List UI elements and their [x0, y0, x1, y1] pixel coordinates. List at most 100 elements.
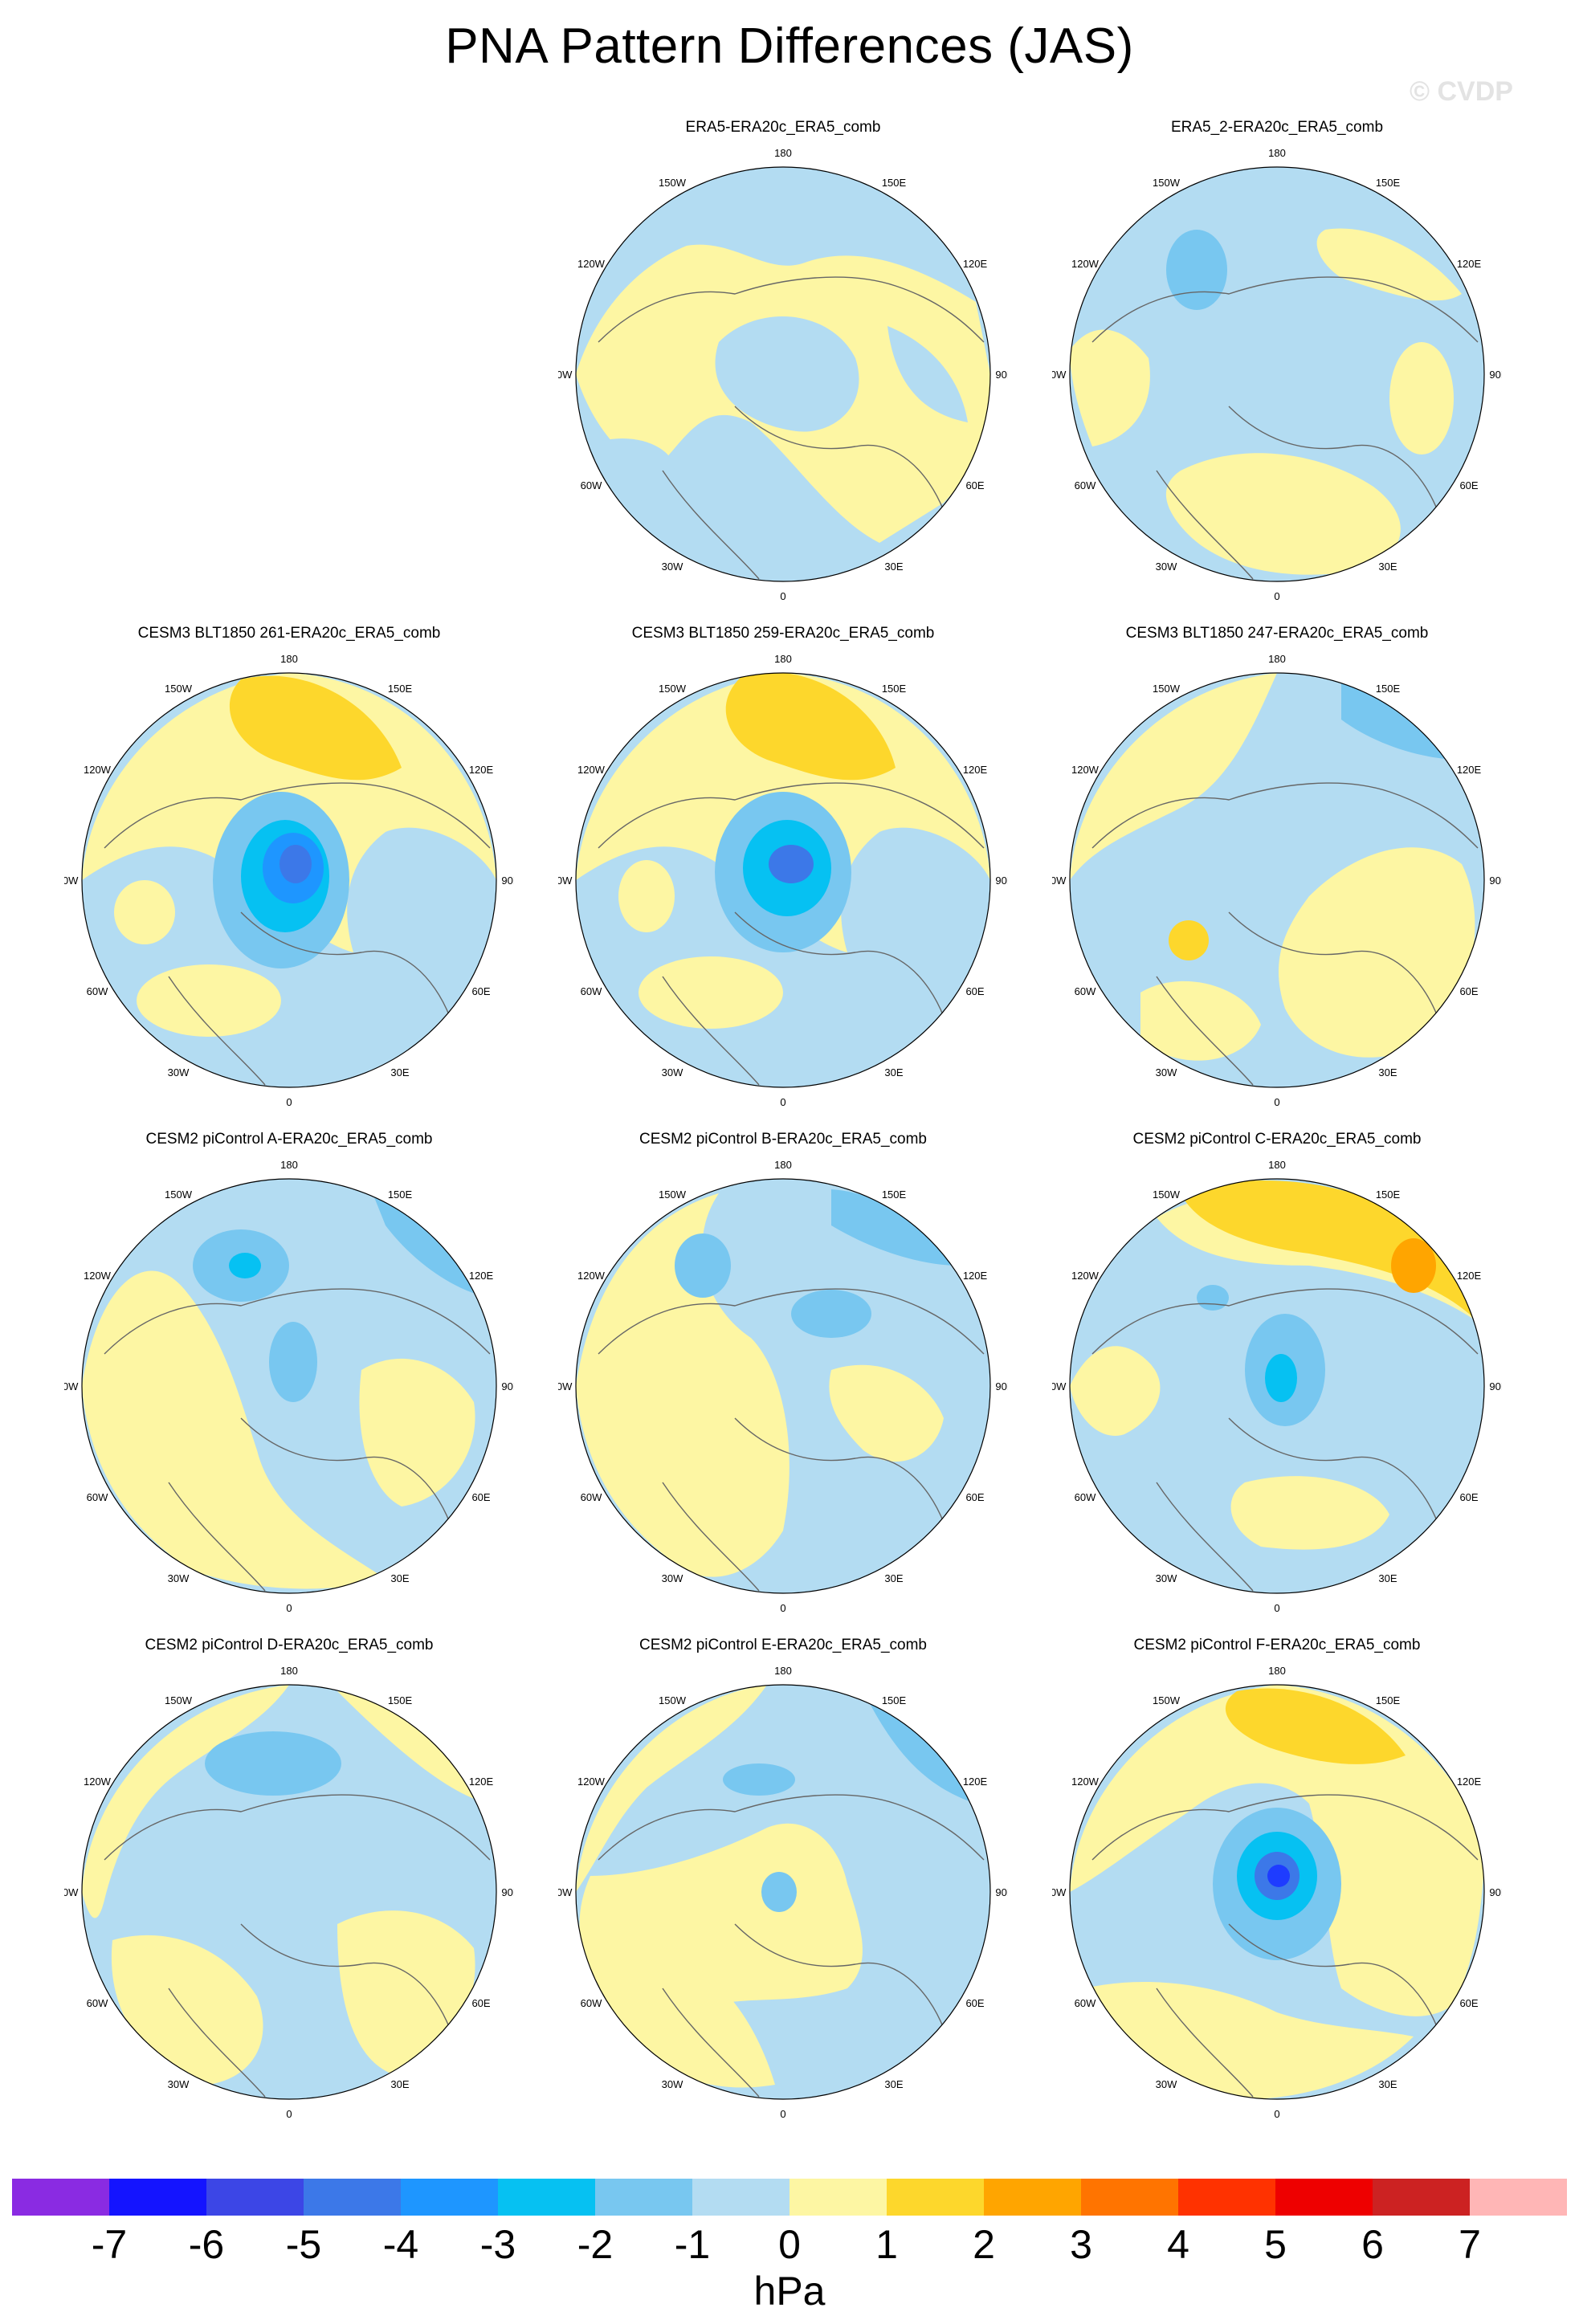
map-border [575, 672, 991, 1088]
longitude-label: 180 [774, 147, 792, 159]
colorbar-swatch [401, 2179, 499, 2216]
longitude-label: 90E [1489, 369, 1502, 381]
longitude-label: 150E [1376, 1694, 1401, 1706]
longitude-label: 30E [884, 561, 903, 573]
colorbar-tick-label: 2 [973, 2222, 995, 2267]
longitude-label: 0 [780, 1096, 785, 1108]
longitude-label: 0 [1274, 1602, 1279, 1614]
contour-fill [369, 1185, 490, 1298]
contour-fill [1070, 673, 1277, 880]
colorbar-swatch [1373, 2179, 1471, 2216]
longitude-label: 30W [168, 2078, 190, 2090]
contour-fill [1316, 228, 1462, 301]
longitude-label: 120W [84, 1776, 112, 1788]
longitude-label: 150W [165, 1694, 193, 1706]
colorbar-swatch [304, 2179, 402, 2216]
longitude-label: 60E [1459, 1997, 1478, 2009]
colorbar-swatch [984, 2179, 1082, 2216]
longitude-label: 30E [1378, 2078, 1397, 2090]
polar-map: 180 150E 120E 90E 60E 30E 0 30W 60W 90W 120W 150W [64, 1159, 514, 1614]
colorbar-tick-label: 1 [875, 2222, 898, 2267]
contour-fill [1278, 847, 1475, 1058]
contour-fill [1230, 1476, 1389, 1550]
map-panel: CESM3 BLT1850 261-ERA20c_ERA5_comb 180 150… [64, 625, 514, 1123]
longitude-label: 30E [390, 1572, 409, 1584]
map-panel: CESM2 piControl B-ERA20c_ERA5_comb 180 150… [558, 1131, 1008, 1629]
longitude-label: 30W [662, 561, 683, 573]
panel-title: CESM2 piControl D-ERA20c_ERA5_comb [145, 1637, 434, 1653]
longitude-label: 150E [388, 683, 413, 695]
longitude-label: 150E [388, 1189, 413, 1201]
longitude-label: 120W [577, 764, 606, 776]
longitude-label: 60E [471, 1491, 490, 1503]
longitude-label: 90E [995, 1886, 1008, 1898]
contour-fill [715, 316, 859, 432]
colorbar-units: hPa [753, 2269, 826, 2314]
map-border [575, 1684, 991, 2100]
longitude-label: 30W [168, 1066, 190, 1078]
polar-map: 180 150E 120E 90E 60E 30E 0 30W 60W 90W 120W 150W [558, 1159, 1008, 1614]
map-panel: CESM2 piControl E-ERA20c_ERA5_comb 180 150… [558, 1637, 1008, 2134]
longitude-label: 120E [1457, 1270, 1482, 1282]
map-border [81, 672, 497, 1088]
contour-fill [576, 438, 675, 503]
colorbar-tick-label: 0 [778, 2222, 801, 2267]
longitude-label: 90W [64, 1886, 79, 1898]
longitude-label: 30E [884, 1572, 903, 1584]
contour-fill [1169, 920, 1209, 960]
longitude-label: 60E [1459, 479, 1478, 491]
panel-title: ERA5_2-ERA20c_ERA5_comb [1170, 119, 1384, 136]
contour-fill [618, 860, 675, 932]
longitude-label: 30E [390, 2078, 409, 2090]
longitude-label: 180 [774, 653, 792, 665]
longitude-label: 30E [884, 2078, 903, 2090]
colorbar-tick-label: 5 [1264, 2222, 1287, 2267]
polar-map: 180 150E 120E 90E 60E 30E 0 30W 60W 90W 120W 150W [558, 653, 1008, 1108]
longitude-label: 60W [1075, 985, 1096, 997]
map-border [81, 1178, 497, 1594]
longitude-label: 150W [165, 1189, 193, 1201]
map-border [575, 166, 991, 582]
contour-fill [1265, 1354, 1297, 1402]
coastlines [598, 782, 985, 1086]
colorbar-swatch [595, 2179, 693, 2216]
coastlines [1091, 1794, 1479, 2098]
longitude-label: 150W [1153, 683, 1181, 695]
longitude-label: 120W [577, 1270, 606, 1282]
longitude-label: 90W [558, 369, 573, 381]
longitude-label: 30W [662, 1066, 683, 1078]
longitude-label: 60W [87, 985, 108, 997]
contour-fill [1165, 453, 1401, 575]
longitude-label: 90E [995, 369, 1008, 381]
longitude-label: 120W [1071, 764, 1100, 776]
longitude-label: 150W [1153, 1694, 1181, 1706]
coastlines [104, 1288, 491, 1592]
longitude-label: 150W [165, 683, 193, 695]
longitude-label: 90W [64, 875, 79, 887]
contour-fill [1070, 1685, 1484, 2016]
figure-title: PNA Pattern Differences (JAS) [445, 18, 1134, 74]
colorbar-swatch [887, 2179, 985, 2216]
map-border [1069, 672, 1485, 1088]
contour-fill [1225, 1688, 1406, 1764]
contour-fill [576, 1193, 790, 1577]
contour-fill [359, 1358, 475, 1507]
contour-fill [82, 1270, 386, 1589]
contour-fill [337, 1691, 490, 1804]
longitude-label: 60W [1075, 479, 1096, 491]
longitude-label: 120E [1457, 1776, 1482, 1788]
panel-title: CESM2 piControl E-ERA20c_ERA5_comb [639, 1637, 927, 1653]
contour-fill [114, 880, 175, 944]
panel-title: CESM2 piControl B-ERA20c_ERA5_comb [639, 1131, 927, 1148]
map-panel: CESM3 BLT1850 259-ERA20c_ERA5_comb 180 150… [558, 625, 1008, 1123]
longitude-label: 150E [882, 1694, 907, 1706]
contour-fill [82, 1685, 289, 1918]
longitude-label: 180 [280, 653, 298, 665]
longitude-label: 180 [774, 1159, 792, 1171]
longitude-label: 120E [469, 1776, 494, 1788]
panel-title: ERA5-ERA20c_ERA5_comb [685, 119, 881, 136]
colorbar-tick-label: 3 [1070, 2222, 1092, 2267]
longitude-label: 180 [280, 1159, 298, 1171]
coastlines [1091, 276, 1479, 580]
colorbar-tick-label: -2 [577, 2222, 614, 2267]
